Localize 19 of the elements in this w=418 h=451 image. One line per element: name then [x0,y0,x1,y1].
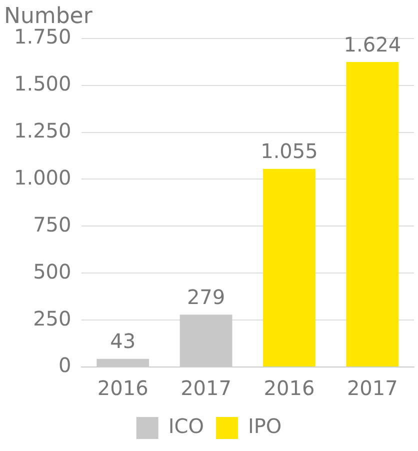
data-label: 1.624 [344,32,402,56]
bar [263,168,316,366]
y-tick-label: 1.500 [14,72,72,96]
bar [346,62,399,366]
x-tick-label: 2016 [264,376,315,400]
data-label: 279 [186,284,226,309]
y-tick-label: 1.000 [14,165,72,190]
x-tick-label: 2017 [346,376,398,400]
y-tick-label: 500 [33,259,72,284]
y-tick-label: 0 [58,353,72,378]
x-tick-label: 2016 [97,376,148,400]
y-tick-label: 250 [33,306,72,330]
data-label: 1.055 [260,139,318,164]
legend-label: IPO [248,414,282,438]
y-tick-label: 1.250 [14,118,72,142]
legend-label: ICO [168,414,204,438]
data-label: 43 [110,329,136,354]
y-tick-label: 750 [33,212,72,236]
x-tick-label: 2017 [180,376,232,400]
